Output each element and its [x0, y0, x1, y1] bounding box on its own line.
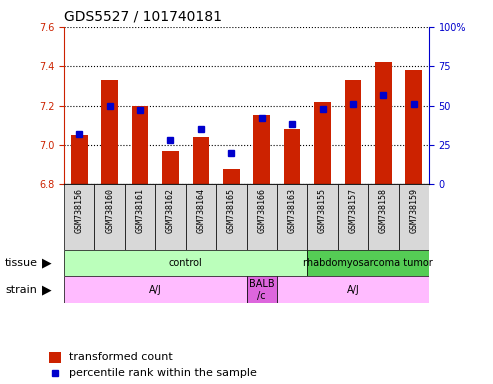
Text: GSM738163: GSM738163 — [287, 188, 297, 233]
Text: GSM738162: GSM738162 — [166, 188, 175, 233]
Text: GSM738166: GSM738166 — [257, 188, 266, 233]
Bar — [277, 276, 429, 303]
Text: tissue: tissue — [5, 258, 38, 268]
Text: GSM738161: GSM738161 — [136, 188, 144, 233]
Bar — [246, 276, 277, 303]
Bar — [95, 184, 125, 250]
Text: transformed count: transformed count — [69, 353, 173, 362]
Text: ▶: ▶ — [42, 257, 52, 270]
Text: BALB
/c: BALB /c — [249, 279, 275, 301]
Bar — [64, 250, 307, 276]
Bar — [186, 184, 216, 250]
Bar — [49, 352, 61, 363]
Bar — [314, 102, 331, 184]
Text: GSM738160: GSM738160 — [105, 188, 114, 233]
Text: ▶: ▶ — [42, 283, 52, 296]
Text: GSM738165: GSM738165 — [227, 188, 236, 233]
Bar — [223, 169, 240, 184]
Bar — [307, 250, 429, 276]
Bar — [155, 184, 186, 250]
Text: GSM738155: GSM738155 — [318, 188, 327, 233]
Bar — [338, 184, 368, 250]
Text: strain: strain — [5, 285, 37, 295]
Bar — [246, 184, 277, 250]
Bar — [216, 184, 246, 250]
Text: percentile rank within the sample: percentile rank within the sample — [69, 368, 257, 378]
Bar — [102, 80, 118, 184]
Bar — [132, 106, 148, 184]
Text: control: control — [169, 258, 203, 268]
Bar — [307, 184, 338, 250]
Bar — [345, 80, 361, 184]
Bar — [253, 116, 270, 184]
Bar — [125, 184, 155, 250]
Bar — [398, 184, 429, 250]
Text: GSM738157: GSM738157 — [349, 188, 357, 233]
Text: GSM738158: GSM738158 — [379, 188, 388, 233]
Bar — [284, 129, 300, 184]
Bar — [64, 184, 95, 250]
Bar — [375, 62, 391, 184]
Text: A/J: A/J — [347, 285, 359, 295]
Bar — [193, 137, 209, 184]
Bar — [405, 70, 422, 184]
Text: GSM738164: GSM738164 — [196, 188, 206, 233]
Bar — [368, 184, 398, 250]
Bar — [162, 151, 179, 184]
Text: GSM738156: GSM738156 — [75, 188, 84, 233]
Bar — [64, 276, 246, 303]
Bar — [71, 135, 88, 184]
Text: A/J: A/J — [149, 285, 162, 295]
Text: GDS5527 / 101740181: GDS5527 / 101740181 — [64, 9, 222, 23]
Text: GSM738159: GSM738159 — [409, 188, 418, 233]
Text: rhabdomyosarcoma tumor: rhabdomyosarcoma tumor — [303, 258, 433, 268]
Bar — [277, 184, 307, 250]
